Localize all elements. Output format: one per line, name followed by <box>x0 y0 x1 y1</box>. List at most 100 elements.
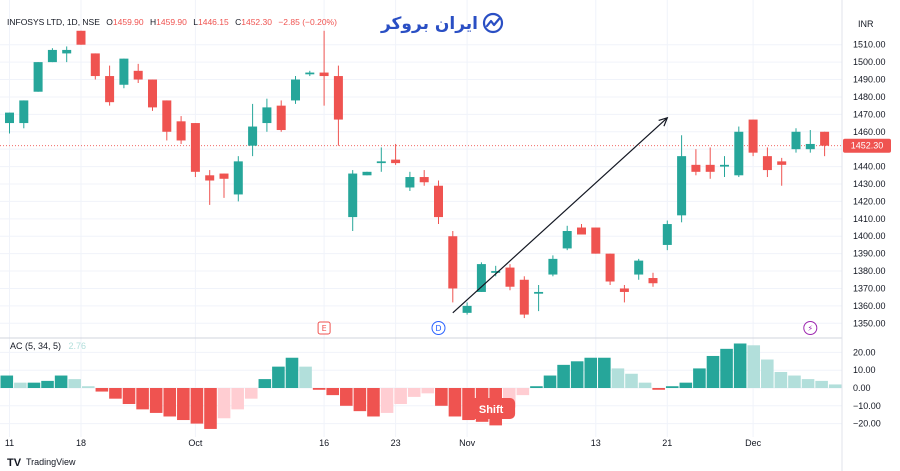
candle[interactable] <box>362 171 372 176</box>
last-price-value: 1452.30 <box>851 141 884 151</box>
ac-bar <box>706 355 720 388</box>
time-tick-label: 11 <box>5 438 14 448</box>
open-value: 1459.90 <box>113 17 144 27</box>
candle[interactable] <box>691 149 701 176</box>
ac-bar <box>217 388 231 419</box>
candle[interactable] <box>448 231 458 303</box>
candle[interactable] <box>5 112 14 134</box>
tv-logo-text: TradingView <box>26 457 76 467</box>
ac-bar <box>570 361 584 388</box>
candle[interactable] <box>519 276 529 319</box>
candle[interactable] <box>47 48 57 63</box>
ac-bar <box>95 388 109 392</box>
candle[interactable] <box>820 131 830 157</box>
candle[interactable] <box>562 225 572 251</box>
candle[interactable] <box>419 170 429 186</box>
candle[interactable] <box>805 130 815 153</box>
candles[interactable] <box>5 30 830 319</box>
candle[interactable] <box>376 147 386 172</box>
candle[interactable] <box>720 156 729 178</box>
candle[interactable] <box>205 170 215 205</box>
event-marker[interactable]: E <box>317 321 331 335</box>
brand-text: ایران بروکر <box>380 14 478 34</box>
shift-annotation[interactable]: Shift <box>467 398 516 419</box>
trend-arrow[interactable] <box>452 116 669 314</box>
ac-bar <box>394 388 407 405</box>
candle[interactable] <box>662 220 672 251</box>
candle[interactable] <box>62 46 72 63</box>
candle[interactable] <box>105 65 115 106</box>
low-label: L <box>193 17 198 27</box>
ac-bar <box>516 388 530 396</box>
time-tick-label: 16 <box>319 438 329 448</box>
candle[interactable] <box>276 100 286 132</box>
candle[interactable] <box>190 123 200 178</box>
candle[interactable] <box>677 135 687 223</box>
candle[interactable] <box>648 272 658 287</box>
candle[interactable] <box>319 30 329 106</box>
candle[interactable] <box>434 180 443 225</box>
price-tick-label: 1510.00 <box>853 40 886 50</box>
ac-bar <box>0 375 14 388</box>
candle[interactable] <box>748 119 758 157</box>
candle[interactable] <box>391 143 401 165</box>
candle[interactable] <box>262 98 272 132</box>
candle[interactable] <box>734 126 744 178</box>
ac-bar <box>81 386 95 388</box>
candle[interactable] <box>634 258 644 280</box>
ac-histogram[interactable] <box>0 343 842 429</box>
candle[interactable] <box>534 284 544 312</box>
svg-text:INFOSYS LTD, 1D, NSE O14: INFOSYS LTD, 1D, NSE O1459.90 H1459.90 L… <box>7 17 337 27</box>
candle[interactable] <box>90 53 100 80</box>
candle[interactable] <box>33 62 43 92</box>
symbol-legend[interactable]: INFOSYS LTD, 1D, NSE O1459.90 H1459.90 L… <box>7 17 337 27</box>
candle[interactable] <box>505 264 515 291</box>
candle[interactable] <box>176 116 186 144</box>
ac-bar <box>41 380 54 388</box>
candle[interactable] <box>291 76 300 104</box>
indicator-legend[interactable]: AC (5, 34, 5) 2.76 <box>10 341 86 351</box>
candle[interactable] <box>777 157 787 186</box>
candle[interactable] <box>133 63 143 84</box>
price-tick-label: 1360.00 <box>853 301 886 311</box>
candle[interactable] <box>462 302 472 315</box>
candle[interactable] <box>791 128 801 153</box>
candle[interactable] <box>19 100 29 129</box>
time-tick-label: 21 <box>662 438 672 448</box>
price-tick-label: 1400.00 <box>853 231 886 241</box>
ac-bar <box>14 382 27 388</box>
price-axis[interactable]: 1510.00 1500.00 1490.00 1480.00 1470.00 1460.… <box>853 40 886 329</box>
currency-label[interactable]: INR <box>858 19 874 29</box>
tradingview-logo[interactable]: TV TradingView <box>7 457 76 469</box>
event-marker[interactable]: D <box>431 321 446 335</box>
candle[interactable] <box>233 156 243 202</box>
ac-bar <box>54 375 68 388</box>
candle[interactable] <box>591 227 601 254</box>
ac-axis[interactable]: 20.00 10.00 0.00 −10.00 −20.00 <box>853 347 881 428</box>
candle[interactable] <box>619 284 629 303</box>
candle[interactable] <box>76 30 86 45</box>
candle[interactable] <box>162 100 172 141</box>
ac-bar <box>530 386 543 388</box>
candle[interactable] <box>762 147 772 178</box>
candle[interactable] <box>405 171 415 191</box>
candle[interactable] <box>705 147 715 179</box>
candle[interactable] <box>577 224 586 235</box>
time-axis[interactable]: 11 18 Oct 16 23 Nov 13 21 Dec <box>5 438 762 448</box>
candle[interactable] <box>348 170 358 232</box>
candle[interactable] <box>333 65 343 146</box>
candle[interactable] <box>305 70 315 77</box>
candle[interactable] <box>148 79 157 111</box>
candle[interactable] <box>219 173 229 198</box>
candle[interactable] <box>605 253 615 285</box>
candle[interactable] <box>548 255 558 277</box>
event-marker[interactable]: ⚡ <box>803 321 818 335</box>
event-markers[interactable]: E D ⚡ <box>317 321 818 335</box>
ac-tick-label: −20.00 <box>853 419 881 429</box>
time-tick-label: Dec <box>745 438 762 448</box>
candle[interactable] <box>248 103 258 157</box>
price-tick-label: 1390.00 <box>853 249 886 259</box>
ac-bar <box>543 375 557 388</box>
candle[interactable] <box>119 58 129 89</box>
